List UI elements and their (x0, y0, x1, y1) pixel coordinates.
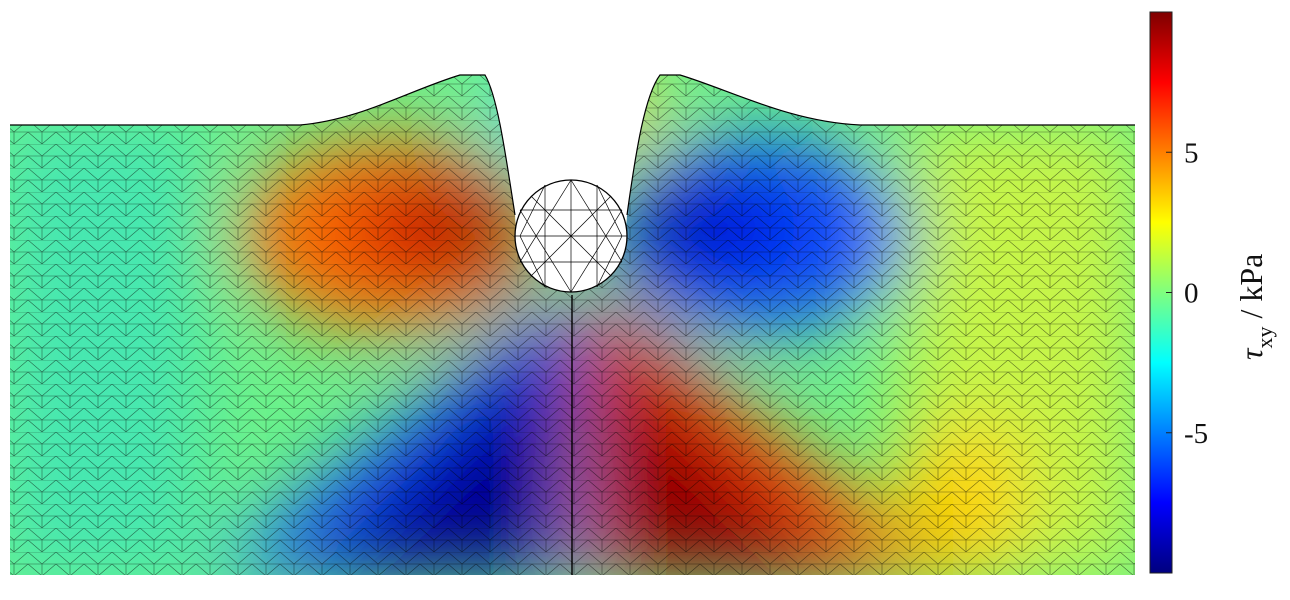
domain-outline (10, 74, 1135, 216)
colorbar-tick-label: 0 (1184, 278, 1199, 310)
mesh-fine (10, 75, 1135, 575)
colorbar-tick-label: 5 (1184, 137, 1199, 169)
colorbar-label-subscript: xy (1252, 327, 1277, 349)
colorbar-ticks: 5 0 -5 (1166, 137, 1208, 450)
colorbar-label-symbol: τ (1233, 347, 1269, 360)
colorbar-label: τxy / kPa (1233, 254, 1277, 360)
colorbar-tick-label: -5 (1184, 418, 1208, 450)
colorbar-label-unit: / kPa (1233, 254, 1269, 327)
svg-text:τxy / kPa: τxy / kPa (1233, 254, 1277, 360)
stress-field (10, 75, 1135, 575)
colorbar: 5 0 -5 τxy / kPa (1149, 11, 1277, 574)
indenter-circle (514, 179, 628, 293)
